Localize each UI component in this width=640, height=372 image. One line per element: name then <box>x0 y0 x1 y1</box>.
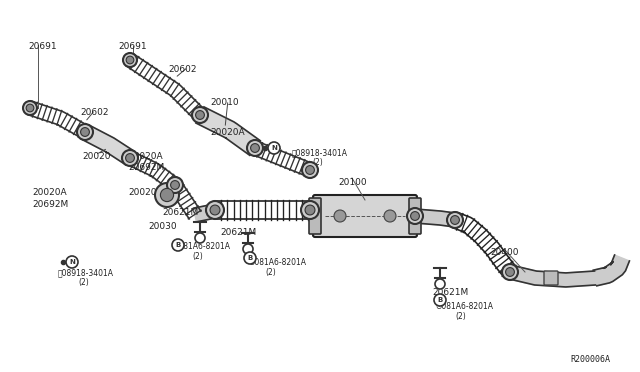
Text: 20020A: 20020A <box>32 188 67 197</box>
Text: N: N <box>69 259 75 265</box>
Text: Ⓚ08918-3401A: Ⓚ08918-3401A <box>58 268 114 277</box>
Circle shape <box>305 205 315 215</box>
Circle shape <box>167 177 183 193</box>
Circle shape <box>172 239 184 251</box>
Circle shape <box>196 110 204 119</box>
Circle shape <box>77 124 93 140</box>
Circle shape <box>243 244 253 254</box>
Circle shape <box>502 264 518 280</box>
Circle shape <box>26 104 34 112</box>
Polygon shape <box>196 107 260 155</box>
Circle shape <box>155 183 179 207</box>
Circle shape <box>123 53 137 67</box>
FancyBboxPatch shape <box>544 271 558 285</box>
Text: (2): (2) <box>192 252 203 261</box>
Text: 20020A: 20020A <box>210 128 244 137</box>
Circle shape <box>411 212 419 220</box>
Circle shape <box>251 144 259 153</box>
Text: 20692M: 20692M <box>128 163 164 172</box>
Circle shape <box>125 154 134 163</box>
Polygon shape <box>508 265 595 287</box>
Text: 20621M: 20621M <box>432 288 468 297</box>
Text: 20020A: 20020A <box>128 152 163 161</box>
Text: 20691: 20691 <box>118 42 147 51</box>
Text: 20621M: 20621M <box>220 228 256 237</box>
Text: N: N <box>271 145 277 151</box>
Text: 20020A: 20020A <box>128 188 163 197</box>
Polygon shape <box>415 209 456 227</box>
Text: ⊙081A6-8201A: ⊙081A6-8201A <box>435 302 493 311</box>
Circle shape <box>161 188 173 202</box>
Circle shape <box>192 107 208 123</box>
Text: B: B <box>175 242 180 248</box>
Circle shape <box>195 233 205 243</box>
Circle shape <box>160 188 174 202</box>
Polygon shape <box>194 205 211 222</box>
Circle shape <box>268 142 280 154</box>
FancyBboxPatch shape <box>313 195 417 237</box>
Text: (2): (2) <box>265 268 276 277</box>
Circle shape <box>206 201 224 219</box>
Text: R200006A: R200006A <box>570 355 610 364</box>
Text: ⊙081A6-8201A: ⊙081A6-8201A <box>248 258 306 267</box>
Circle shape <box>306 166 314 174</box>
Circle shape <box>66 256 78 268</box>
Polygon shape <box>310 209 315 223</box>
FancyBboxPatch shape <box>309 198 321 234</box>
Text: 20100: 20100 <box>338 178 367 187</box>
Circle shape <box>447 212 463 228</box>
Circle shape <box>81 128 90 137</box>
Polygon shape <box>81 125 134 165</box>
Text: B: B <box>248 255 253 261</box>
Text: Ⓚ08918-3401A: Ⓚ08918-3401A <box>292 148 348 157</box>
Circle shape <box>247 140 263 156</box>
Circle shape <box>244 252 256 264</box>
Text: B: B <box>437 297 443 303</box>
Polygon shape <box>593 255 629 286</box>
Text: 20400: 20400 <box>490 248 518 257</box>
Text: 20602: 20602 <box>168 65 196 74</box>
Circle shape <box>334 210 346 222</box>
Circle shape <box>384 210 396 222</box>
Circle shape <box>302 162 318 178</box>
Circle shape <box>23 101 37 115</box>
Text: ⊙081A6-8201A: ⊙081A6-8201A <box>172 242 230 251</box>
Circle shape <box>407 208 423 224</box>
Circle shape <box>451 216 460 224</box>
Text: (2): (2) <box>78 278 89 287</box>
Text: 20010: 20010 <box>210 98 239 107</box>
Text: (2): (2) <box>455 312 466 321</box>
Text: 20602: 20602 <box>80 108 109 117</box>
Circle shape <box>126 56 134 64</box>
Text: 20692M: 20692M <box>32 200 68 209</box>
Circle shape <box>171 180 179 189</box>
Circle shape <box>122 150 138 166</box>
Text: 20030: 20030 <box>148 222 177 231</box>
Circle shape <box>434 294 446 306</box>
FancyBboxPatch shape <box>409 198 421 234</box>
Circle shape <box>301 201 319 219</box>
Circle shape <box>435 279 445 289</box>
Text: 20691: 20691 <box>28 42 56 51</box>
Text: 20621M: 20621M <box>162 208 198 217</box>
Text: 20020: 20020 <box>82 152 111 161</box>
Text: (2): (2) <box>312 158 323 167</box>
Circle shape <box>210 205 220 215</box>
Circle shape <box>506 267 515 276</box>
